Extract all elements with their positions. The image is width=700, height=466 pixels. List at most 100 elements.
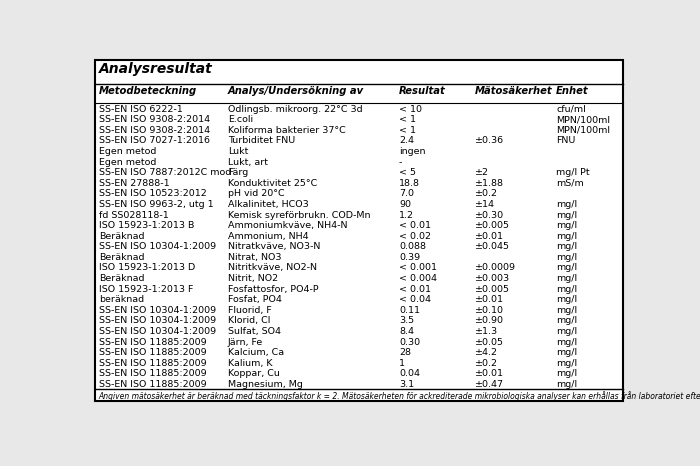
Text: ±0.0009: ±0.0009 [475, 263, 516, 273]
Text: 0.088: 0.088 [399, 242, 426, 251]
Text: mg/l: mg/l [556, 263, 577, 273]
Text: SS-EN ISO 11885:2009: SS-EN ISO 11885:2009 [99, 370, 206, 378]
Text: mg/l: mg/l [556, 232, 577, 241]
Text: SS-EN ISO 9308-2:2014: SS-EN ISO 9308-2:2014 [99, 115, 210, 124]
Text: SS-EN ISO 11885:2009: SS-EN ISO 11885:2009 [99, 348, 206, 357]
Text: < 0.02: < 0.02 [399, 232, 431, 241]
Text: MPN/100ml: MPN/100ml [556, 126, 610, 135]
Text: Nitratkväve, NO3-N: Nitratkväve, NO3-N [228, 242, 321, 251]
Text: ±1.3: ±1.3 [475, 327, 498, 336]
Text: < 1: < 1 [399, 115, 416, 124]
Text: ±0.30: ±0.30 [475, 211, 504, 219]
Text: Magnesium, Mg: Magnesium, Mg [228, 380, 303, 389]
Text: Lukt: Lukt [228, 147, 248, 156]
Text: SS-EN 27888-1: SS-EN 27888-1 [99, 179, 169, 188]
Text: SS-EN ISO 10304-1:2009: SS-EN ISO 10304-1:2009 [99, 327, 216, 336]
Text: ±0.36: ±0.36 [475, 137, 504, 145]
Text: < 0.01: < 0.01 [399, 221, 431, 230]
Text: SS-EN ISO 6222-1: SS-EN ISO 6222-1 [99, 105, 183, 114]
Text: 0.39: 0.39 [399, 253, 420, 262]
Text: 18.8: 18.8 [399, 179, 420, 188]
Text: ingen: ingen [399, 147, 426, 156]
Text: beräknad: beräknad [99, 295, 144, 304]
Text: Ammoniumkväve, NH4-N: Ammoniumkväve, NH4-N [228, 221, 347, 230]
Text: mg/l: mg/l [556, 327, 577, 336]
Text: SS-EN ISO 10304-1:2009: SS-EN ISO 10304-1:2009 [99, 316, 216, 325]
Text: ±0.045: ±0.045 [475, 242, 510, 251]
Text: ISO 15923-1:2013 B: ISO 15923-1:2013 B [99, 221, 195, 230]
Text: 1: 1 [399, 359, 405, 368]
Text: Beräknad: Beräknad [99, 274, 144, 283]
Text: ±14: ±14 [475, 200, 495, 209]
Text: ±0.005: ±0.005 [475, 221, 510, 230]
Text: ±0.003: ±0.003 [475, 274, 510, 283]
Text: mg/l: mg/l [556, 285, 577, 294]
Text: mg/l: mg/l [556, 337, 577, 347]
Text: Analys/Undersökning av: Analys/Undersökning av [228, 86, 364, 96]
Text: SS-EN ISO 9308-2:2014: SS-EN ISO 9308-2:2014 [99, 126, 210, 135]
Text: mg/l: mg/l [556, 221, 577, 230]
Text: SS-EN ISO 11885:2009: SS-EN ISO 11885:2009 [99, 380, 206, 389]
Text: MPN/100ml: MPN/100ml [556, 115, 610, 124]
Text: ±0.01: ±0.01 [475, 232, 504, 241]
Text: mg/l: mg/l [556, 380, 577, 389]
Text: ±1.88: ±1.88 [475, 179, 504, 188]
Text: -: - [399, 158, 402, 167]
Text: Nitritkväve, NO2-N: Nitritkväve, NO2-N [228, 263, 317, 273]
Text: fd SS028118-1: fd SS028118-1 [99, 211, 169, 219]
Text: Lukt, art: Lukt, art [228, 158, 268, 167]
Text: Metodbeteckning: Metodbeteckning [99, 86, 197, 96]
Text: Egen metod: Egen metod [99, 147, 156, 156]
Text: SS-EN ISO 10304-1:2009: SS-EN ISO 10304-1:2009 [99, 306, 216, 315]
Text: Resultat: Resultat [399, 86, 446, 96]
Text: SS-EN ISO 11885:2009: SS-EN ISO 11885:2009 [99, 337, 206, 347]
Text: Kemisk syreförbrukn. COD-Mn: Kemisk syreförbrukn. COD-Mn [228, 211, 370, 219]
Text: < 0.04: < 0.04 [399, 295, 431, 304]
Text: < 10: < 10 [399, 105, 422, 114]
Text: mg/l: mg/l [556, 295, 577, 304]
Text: Fosfat, PO4: Fosfat, PO4 [228, 295, 282, 304]
Text: < 0.001: < 0.001 [399, 263, 437, 273]
Text: mg/l: mg/l [556, 211, 577, 219]
Text: Nitrat, NO3: Nitrat, NO3 [228, 253, 281, 262]
Text: Beräknad: Beräknad [99, 232, 144, 241]
Text: mg/l Pt: mg/l Pt [556, 168, 590, 177]
Text: 7.0: 7.0 [399, 189, 414, 199]
Text: Sulfat, SO4: Sulfat, SO4 [228, 327, 281, 336]
Text: ±0.2: ±0.2 [475, 359, 498, 368]
Text: Fosfattosfor, PO4-P: Fosfattosfor, PO4-P [228, 285, 318, 294]
Text: Nitrit, NO2: Nitrit, NO2 [228, 274, 278, 283]
Text: Fluorid, F: Fluorid, F [228, 306, 272, 315]
Text: E.coli: E.coli [228, 115, 253, 124]
Text: Koliforma bakterier 37°C: Koliforma bakterier 37°C [228, 126, 346, 135]
Text: ±0.05: ±0.05 [475, 337, 504, 347]
Text: 0.04: 0.04 [399, 370, 420, 378]
Text: Beräknad: Beräknad [99, 253, 144, 262]
Text: 0.30: 0.30 [399, 337, 420, 347]
Text: ISO 15923-1:2013 D: ISO 15923-1:2013 D [99, 263, 195, 273]
Text: mg/l: mg/l [556, 253, 577, 262]
Text: mS/m: mS/m [556, 179, 584, 188]
Text: < 0.004: < 0.004 [399, 274, 437, 283]
Text: 2.4: 2.4 [399, 137, 414, 145]
Text: Koppar, Cu: Koppar, Cu [228, 370, 280, 378]
Text: SS-EN ISO 11885:2009: SS-EN ISO 11885:2009 [99, 359, 206, 368]
Text: SS-EN ISO 7027-1:2016: SS-EN ISO 7027-1:2016 [99, 137, 210, 145]
Text: Turbiditet FNU: Turbiditet FNU [228, 137, 295, 145]
Text: mg/l: mg/l [556, 242, 577, 251]
Text: mg/l: mg/l [556, 306, 577, 315]
Text: 8.4: 8.4 [399, 327, 414, 336]
Text: Färg: Färg [228, 168, 248, 177]
Text: Odlingsb. mikroorg. 22°C 3d: Odlingsb. mikroorg. 22°C 3d [228, 105, 363, 114]
Text: < 0.01: < 0.01 [399, 285, 431, 294]
Text: Alkalinitet, HCO3: Alkalinitet, HCO3 [228, 200, 309, 209]
Text: Egen metod: Egen metod [99, 158, 156, 167]
Text: Järn, Fe: Järn, Fe [228, 337, 263, 347]
Text: Enhet: Enhet [556, 86, 589, 96]
Text: ±0.10: ±0.10 [475, 306, 504, 315]
Text: Mätosäkerhet: Mätosäkerhet [475, 86, 552, 96]
Text: 90: 90 [399, 200, 411, 209]
Text: SS-EN ISO 7887:2012C mod: SS-EN ISO 7887:2012C mod [99, 168, 231, 177]
Text: Angiven mätosäkerhet är beräknad med täckningsfaktor k = 2. Mätosäkerheten för a: Angiven mätosäkerhet är beräknad med täc… [99, 391, 700, 402]
Text: Kalcium, Ca: Kalcium, Ca [228, 348, 284, 357]
